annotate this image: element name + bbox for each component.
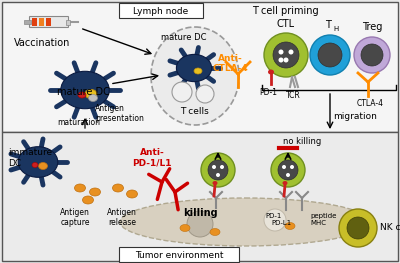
Text: killing: killing — [183, 208, 217, 218]
Circle shape — [339, 209, 377, 247]
Circle shape — [361, 44, 383, 66]
Ellipse shape — [61, 71, 109, 109]
Ellipse shape — [285, 222, 295, 230]
Ellipse shape — [88, 94, 98, 102]
Circle shape — [264, 33, 308, 77]
Ellipse shape — [180, 225, 190, 231]
Ellipse shape — [78, 92, 86, 98]
Text: TCR: TCR — [286, 91, 300, 100]
FancyBboxPatch shape — [119, 3, 203, 18]
Circle shape — [278, 160, 298, 180]
Text: PD-1: PD-1 — [259, 88, 277, 97]
Ellipse shape — [212, 181, 218, 185]
Circle shape — [318, 43, 342, 67]
Text: NK cell: NK cell — [380, 224, 400, 232]
Text: CTL: CTL — [277, 19, 295, 29]
Text: Vaccination: Vaccination — [14, 38, 70, 48]
Circle shape — [208, 160, 228, 180]
Text: H: H — [333, 26, 338, 32]
Bar — [46, 18, 51, 26]
Ellipse shape — [18, 147, 58, 177]
Text: Antigen
capture: Antigen capture — [60, 208, 90, 227]
Text: CTLA-4: CTLA-4 — [356, 99, 384, 108]
Circle shape — [354, 37, 390, 73]
Circle shape — [273, 42, 299, 68]
Circle shape — [216, 173, 220, 177]
Ellipse shape — [32, 163, 38, 168]
Circle shape — [286, 173, 290, 177]
Text: no killing: no killing — [283, 137, 321, 146]
Text: immature
DC: immature DC — [8, 148, 52, 168]
Ellipse shape — [120, 198, 370, 246]
FancyBboxPatch shape — [119, 247, 239, 262]
Text: PD-L1: PD-L1 — [271, 220, 291, 226]
Text: T cells: T cells — [180, 107, 208, 116]
Text: peptide
MHC: peptide MHC — [310, 213, 336, 226]
Ellipse shape — [38, 163, 48, 169]
Bar — [32, 18, 37, 26]
Circle shape — [284, 58, 288, 63]
Ellipse shape — [90, 188, 100, 196]
Circle shape — [282, 165, 286, 169]
Bar — [39, 18, 44, 26]
Circle shape — [271, 153, 305, 187]
Text: mature DC: mature DC — [161, 33, 207, 42]
Circle shape — [310, 35, 350, 75]
Ellipse shape — [85, 89, 97, 99]
Text: Tumor environment: Tumor environment — [135, 250, 223, 260]
Ellipse shape — [82, 196, 94, 204]
Circle shape — [264, 209, 286, 231]
Text: migration: migration — [333, 112, 377, 121]
Ellipse shape — [176, 54, 212, 82]
Ellipse shape — [112, 184, 124, 192]
Ellipse shape — [210, 229, 220, 235]
Ellipse shape — [151, 27, 239, 125]
Bar — [66, 19, 70, 24]
Text: Antigen
release: Antigen release — [107, 208, 137, 227]
Ellipse shape — [268, 69, 274, 74]
Circle shape — [196, 85, 214, 103]
Text: Antigen
presentation: Antigen presentation — [95, 104, 144, 123]
Text: PD-1: PD-1 — [266, 213, 282, 219]
Text: Treg: Treg — [362, 22, 382, 32]
Text: T: T — [325, 20, 331, 30]
Ellipse shape — [194, 68, 202, 74]
Circle shape — [278, 58, 284, 63]
Ellipse shape — [282, 181, 288, 185]
Circle shape — [201, 153, 235, 187]
FancyBboxPatch shape — [2, 2, 398, 132]
Text: Lymph node: Lymph node — [133, 7, 189, 16]
Text: T cell priming: T cell priming — [252, 6, 318, 16]
Circle shape — [220, 165, 224, 169]
Circle shape — [347, 217, 369, 239]
Text: Anti-
CTLA-4: Anti- CTLA-4 — [212, 54, 248, 73]
Bar — [24, 20, 31, 24]
FancyBboxPatch shape — [30, 17, 68, 28]
Ellipse shape — [74, 184, 86, 192]
Text: maturation: maturation — [57, 118, 100, 127]
FancyBboxPatch shape — [2, 132, 398, 261]
Text: Anti-
PD-1/L1: Anti- PD-1/L1 — [132, 148, 172, 168]
Circle shape — [212, 165, 216, 169]
Circle shape — [288, 49, 294, 54]
Circle shape — [290, 165, 294, 169]
Circle shape — [278, 49, 284, 54]
Circle shape — [172, 82, 192, 102]
Circle shape — [187, 211, 213, 237]
Text: mature DC: mature DC — [57, 87, 110, 97]
Ellipse shape — [126, 190, 138, 198]
